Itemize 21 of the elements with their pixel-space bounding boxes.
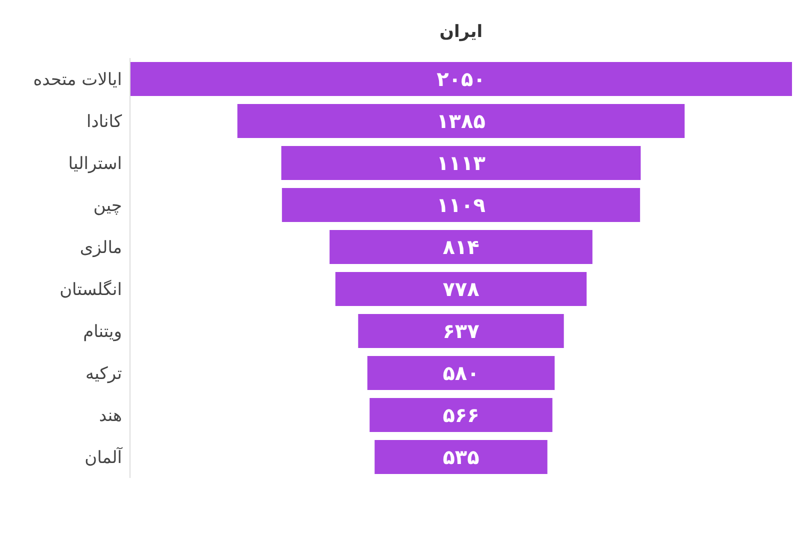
- data-label: ۶۳۷: [442, 319, 480, 343]
- data-label: ۱۱۰۹: [436, 193, 486, 217]
- category-label: کانادا: [86, 112, 123, 132]
- data-label: ۵۶۶: [442, 403, 480, 427]
- category-label: ویتنام: [83, 322, 122, 342]
- data-label: ۱۱۱۳: [436, 151, 486, 175]
- data-label: ۵۳۵: [442, 445, 480, 469]
- category-label: ایالات متحده: [33, 70, 122, 90]
- category-label: هند: [98, 406, 122, 426]
- category-label: انگلستان: [60, 279, 122, 300]
- data-label: ۸۱۴: [442, 235, 480, 259]
- data-label: ۲۰۵۰: [436, 67, 486, 91]
- category-label: آلمان: [84, 447, 124, 468]
- category-label: ترکیه: [86, 364, 122, 384]
- data-label: ۱۳۸۵: [436, 109, 486, 133]
- text: ایران: [438, 22, 484, 42]
- category-label: استرالیا: [68, 154, 122, 174]
- data-label: ۵۸۰: [442, 361, 480, 385]
- data-label: ۷۷۸: [442, 277, 480, 301]
- category-label: مالزی: [80, 238, 122, 258]
- category-label: چین: [93, 196, 122, 216]
